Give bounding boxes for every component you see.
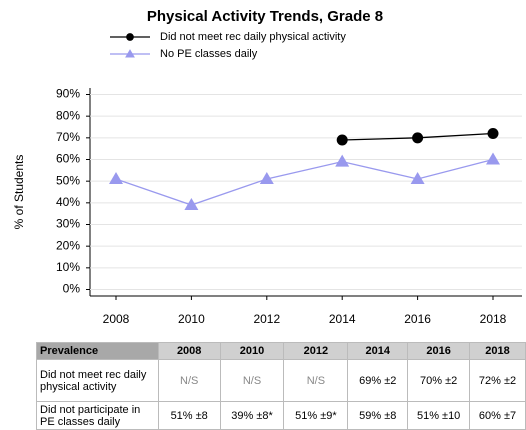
table-cell: 59% ±8 [347,401,409,430]
point [410,172,425,184]
point [109,172,123,184]
x-tick-label: 2010 [178,312,205,326]
header-cell: 2016 [407,342,471,360]
y-tick-label: 70% [56,130,80,144]
table-row: Did not meet rec daily physical activity… [36,359,526,402]
y-tick-label: 90% [56,87,80,101]
data-table: Prevalence 2008 2010 2012 2014 2016 2018 Did no… [36,342,526,430]
x-tick-label: 2016 [404,312,431,326]
table-header-row: Prevalence 2008 2010 2012 2014 2016 2018 [36,342,526,360]
header-cell: 2012 [283,342,349,360]
point [184,198,199,210]
table-cell: 70% ±2 [407,359,471,402]
point [126,33,134,41]
x-tick-label: 2012 [253,312,280,326]
table-cell: 72% ±2 [469,359,526,402]
legend-label: No PE classes daily [160,48,258,60]
chart: Physical Activity Trends, Grade 8 % of S… [12,8,522,326]
table-cell: 51% ±10 [407,401,471,430]
y-tick-label: 20% [56,238,80,252]
y-axis-label: % of Students [12,155,26,230]
x-tick-label: 2014 [329,312,356,326]
y-tick-label: 10% [56,260,80,274]
point [486,152,500,165]
header-cell: 2008 [157,342,221,360]
header-cell: 2018 [469,342,526,360]
table-cell: N/S [157,359,221,402]
table-cell: Did not meet rec daily physical activity [36,359,159,402]
x-tick-label: 2018 [480,312,507,326]
chart-title: Physical Activity Trends, Grade 8 [147,8,383,25]
series-line [115,158,494,206]
header-cell: 2014 [347,342,409,360]
table-cell: N/S [283,359,349,402]
point [487,128,499,139]
x-tick-label: 2008 [103,312,130,326]
y-tick-label: 60% [56,152,80,166]
table-cell: 39% ±8* [219,401,285,430]
header-cell: 2010 [219,342,285,360]
table-row: Did not participate in PE classes daily 5… [36,401,526,430]
y-tick-label: 0% [63,282,81,296]
table-cell: 60% ±7 [469,401,526,430]
table-cell: N/S [219,359,285,402]
table-cell: 51% ±9* [283,401,349,430]
y-tick-label: 30% [56,217,80,231]
point [125,49,135,58]
point [259,172,274,184]
point [336,134,348,146]
point [412,132,424,144]
y-tick-label: 50% [56,173,80,187]
table-cell: 69% ±2 [347,359,409,402]
y-tick-label: 40% [56,195,80,209]
y-tick-label: 80% [56,108,80,122]
header-cell: Prevalence [36,342,159,360]
point [335,154,350,167]
table-cell: Did not participate in PE classes daily [36,401,159,430]
table-cell: 51% ±8 [157,401,221,430]
legend-label: Did not meet rec daily physical activity [160,31,346,43]
